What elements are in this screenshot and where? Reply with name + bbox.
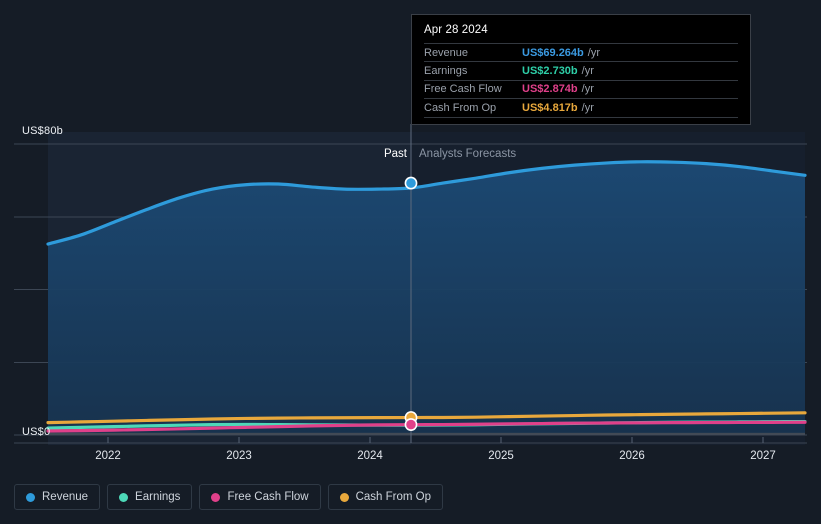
legend-item-earnings[interactable]: Earnings <box>107 484 193 510</box>
tooltip-row-unit: /yr <box>587 46 600 59</box>
tooltip-row: Earnings US$2.730b/yr <box>424 61 738 79</box>
x-tick-2027: 2027 <box>750 450 776 462</box>
legend-color-dot-icon <box>211 492 221 502</box>
legend-item-free-cash-flow[interactable]: Free Cash Flow <box>199 484 321 510</box>
marker-free-cash-flow <box>404 418 418 431</box>
tooltip-row: Cash From Op US$4.817b/yr <box>424 98 738 118</box>
legend-item-label: Earnings <box>135 491 181 503</box>
tooltip-row-value: US$2.730b <box>522 65 578 78</box>
tooltip-row-unit: /yr <box>581 101 594 114</box>
chart-tooltip: Apr 28 2024 Revenue US$69.264b/yr Earnings… <box>411 14 751 125</box>
tooltip-row: Revenue US$69.264b/yr <box>424 43 738 61</box>
tooltip-row-value: US$2.874b <box>522 83 578 96</box>
chart-legend: Revenue Earnings Free Cash Flow Cash From O… <box>14 484 444 510</box>
tooltip-row: Free Cash Flow US$2.874b/yr <box>424 79 738 98</box>
tooltip-date: Apr 28 2024 <box>424 24 488 36</box>
tooltip-row-unit: /yr <box>581 83 594 96</box>
legend-color-dot-icon <box>339 492 349 502</box>
marker-revenue <box>404 176 418 190</box>
series-line-revenue <box>46 160 807 246</box>
tooltip-row-label: Cash From Op <box>424 101 497 114</box>
series-line-free-cash-flow <box>46 420 807 433</box>
chart-svg <box>14 124 807 445</box>
tooltip-row-label: Earnings <box>424 65 468 78</box>
y-axis-top-label: US$80b <box>22 125 63 137</box>
legend-color-dot-icon <box>26 492 35 502</box>
x-tick-2026: 2026 <box>619 450 645 462</box>
x-tick-2025: 2025 <box>488 450 514 462</box>
legend-item-cash-from-op[interactable]: Cash From Op <box>327 484 444 510</box>
legend-color-dot-icon <box>119 492 129 502</box>
tooltip-row-label: Revenue <box>424 46 469 59</box>
x-tick-2024: 2024 <box>357 450 383 462</box>
tooltip-row-value: US$69.264b <box>522 46 584 59</box>
baseline-strip <box>48 432 805 435</box>
legend-item-label: Cash From Op <box>355 491 432 503</box>
series-line-cash-from-op <box>46 411 807 425</box>
tooltip-row-value: US$4.817b <box>522 101 578 114</box>
tooltip-row-label: Free Cash Flow <box>424 83 502 96</box>
legend-item-label: Revenue <box>42 491 89 503</box>
tooltip-rows: Revenue US$69.264b/yr Earnings US$2.730b/yr… <box>424 43 738 118</box>
x-tick-2023: 2023 <box>226 450 252 462</box>
chart-plot-area[interactable]: US$80b US$0 2022 2023 2024 2025 2026 2027 Pas… <box>0 0 821 480</box>
y-axis-zero-label: US$0 <box>22 426 51 438</box>
revenue-area <box>48 161 805 435</box>
tooltip-row-unit: /yr <box>581 65 594 78</box>
past-period-label: Past <box>383 148 407 160</box>
legend-item-label: Free Cash Flow <box>227 491 309 503</box>
x-tick-2022: 2022 <box>95 450 121 462</box>
forecast-period-label: Analysts Forecasts <box>419 148 517 160</box>
legend-item-revenue[interactable]: Revenue <box>14 484 101 510</box>
